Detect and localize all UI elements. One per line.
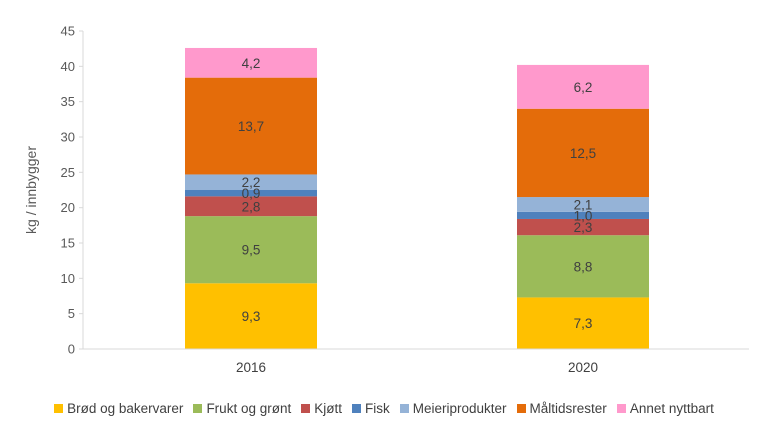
y-tick-label: 20 [61,200,75,215]
legend-item: Kjøtt [301,401,342,416]
data-label: 2,1 [574,197,593,212]
bar-segment [517,211,649,219]
bar-segment [517,235,649,298]
chart-legend: Brød og bakervarer Frukt og grønt Kjøtt Fis… [0,398,768,418]
data-label: 7,3 [574,316,593,331]
legend-item: Brød og bakervarer [54,401,183,416]
data-label: 9,5 [242,243,261,258]
legend-swatch [399,403,409,413]
y-tick-label: 5 [68,306,75,321]
y-tick-label: 10 [61,271,75,286]
bar-segment [185,216,317,284]
x-tick-label: 2016 [236,360,266,375]
legend-label: Fisk [364,400,390,416]
data-label: 4,2 [242,56,261,71]
bar-segment [517,218,649,236]
legend-label: Frukt og grønt [206,400,292,416]
data-label: 1,0 [574,208,593,223]
legend-item: Fisk [351,400,390,416]
data-label: 9,3 [242,309,261,324]
y-tick-label: 25 [61,165,75,180]
bar-segment [517,197,649,212]
legend-swatch [301,403,311,413]
y-axis-title: kg / innbygger [23,146,39,234]
legend-label: Kjøtt [314,400,342,416]
bar-segment [517,108,649,198]
bar-segment [185,47,317,78]
legend-swatch [193,403,203,413]
data-label: 6,2 [574,80,593,95]
bar-segment [185,174,317,190]
data-label: 0,9 [242,186,261,201]
legend-label: Meieriprodukter [412,400,507,416]
y-tick-label: 45 [61,24,75,39]
y-tick-label: 40 [61,59,75,74]
y-tick-label: 35 [61,94,75,109]
legend-item: Annet nyttbart [616,400,714,416]
legend-swatch [54,403,64,413]
bar-segment [185,190,317,197]
legend-swatch [516,403,526,413]
data-label: 2,2 [242,175,261,190]
legend-label: Brød og bakervarer [67,400,184,416]
data-label: 2,3 [574,220,593,235]
y-tick-label: 30 [61,130,75,145]
legend-item: Måltidsrester [516,400,607,416]
bar-segment [185,283,317,349]
legend-item: Frukt og grønt [193,401,291,416]
x-tick-label: 2020 [568,360,598,375]
legend-label: Måltidsrester [529,400,607,416]
legend-swatch [351,403,361,413]
bar-segment [185,77,317,175]
bar-segment [517,64,649,109]
data-label: 2,8 [242,199,261,214]
y-tick-label: 0 [68,342,75,357]
bar-segment [517,297,649,349]
data-label: 12,5 [570,146,596,161]
y-tick-label: 15 [61,236,75,251]
legend-label: Annet nyttbart [629,400,714,416]
data-label: 8,8 [574,259,593,274]
chart-plot: 0 5 10 15 20 25 30 35 40 45 kg / innbygger 9,3 9,5 2,… [23,24,749,375]
bar-segment [185,196,317,217]
data-label: 13,7 [238,119,264,134]
legend-swatch [616,403,626,413]
legend-item: Meieriprodukter [399,400,507,416]
